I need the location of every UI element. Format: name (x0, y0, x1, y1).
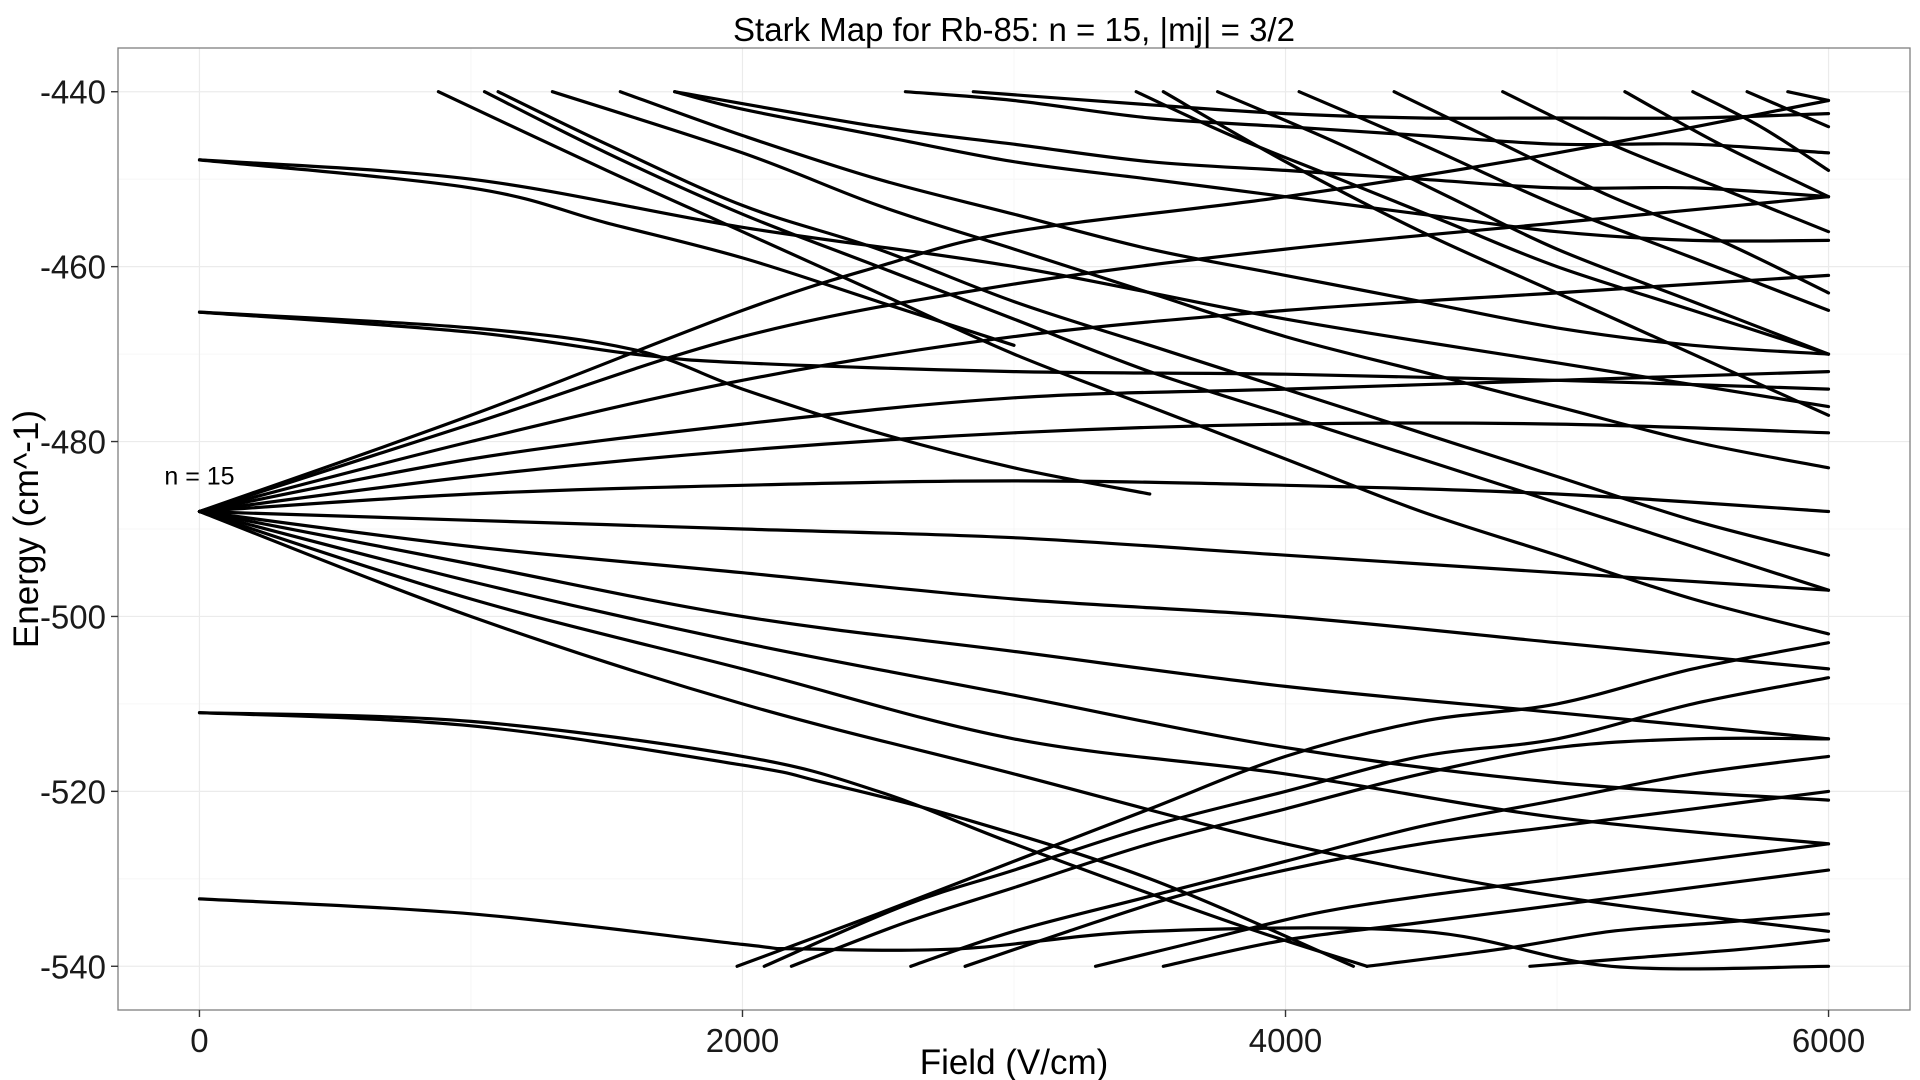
y-tick-label: -520 (40, 773, 106, 810)
annotation-layer: n = 15 (164, 463, 234, 491)
stark-level-line-25 (673, 90, 1831, 243)
stark-level-line-31 (1216, 90, 1831, 356)
n-label-annotation: n = 15 (164, 463, 234, 491)
x-axis: 0 2000 4000 6000 (190, 1010, 1865, 1059)
stark-level-line-21 (482, 90, 1831, 592)
stark-level-line-33 (1392, 90, 1831, 295)
stark-level-line-27 (903, 90, 1831, 155)
y-tick-label: -460 (40, 249, 106, 286)
stark-level-line-16 (197, 509, 1831, 741)
stark-level-line-19 (197, 509, 1831, 933)
stark-level-line-11 (197, 370, 1831, 514)
stark-level-line-35 (1623, 90, 1831, 199)
series-layer (197, 90, 1831, 971)
stark-level-line-23 (550, 90, 1831, 470)
stark-level-line-22 (496, 90, 1831, 557)
stark-level-line-2 (197, 158, 1016, 347)
y-tick-label: -440 (40, 74, 106, 111)
x-axis-title: Field (V/cm) (920, 1043, 1109, 1080)
stark-level-line-15 (197, 509, 1831, 671)
stark-level-line-37 (1745, 90, 1831, 129)
stark-level-line-44 (1093, 842, 1831, 968)
stark-level-line-36 (1691, 90, 1831, 172)
stark-level-line-20 (436, 90, 1831, 636)
stark-level-line-41 (789, 736, 1831, 968)
y-tick-label: -540 (40, 948, 106, 985)
x-tick-label: 6000 (1792, 1022, 1865, 1059)
stark-level-line-9 (197, 195, 1831, 514)
stark-level-line-43 (963, 789, 1831, 968)
y-tick-label: -500 (40, 598, 106, 635)
stark-level-line-47 (1528, 938, 1831, 968)
stark-level-line-45 (1161, 868, 1831, 968)
stark-level-line-18 (197, 509, 1831, 846)
chart-title: Stark Map for Rb-85: n = 15, |mj| = 3/2 (733, 11, 1295, 48)
stark-level-line-12 (197, 421, 1831, 514)
stark-level-line-17 (197, 509, 1831, 802)
x-tick-label: 4000 (1249, 1022, 1322, 1059)
stark-level-line-13 (197, 479, 1831, 514)
y-tick-label: -480 (40, 424, 106, 461)
stark-level-line-8 (197, 98, 1831, 514)
stark-level-line-38 (1786, 90, 1831, 103)
stark-level-line-1 (197, 158, 1831, 409)
stark-level-line-30 (1161, 90, 1831, 417)
stark-level-line-32 (1297, 90, 1831, 312)
x-tick-label: 2000 (706, 1022, 779, 1059)
y-axis-title: Energy (cm^-1) (7, 410, 46, 648)
stark-level-line-5 (197, 711, 1369, 968)
stark-level-line-6 (197, 711, 1355, 968)
stark-level-line-24 (618, 90, 1831, 356)
y-axis: -440 -460 -480 -500 -520 -540 (40, 74, 118, 985)
stark-level-line-46 (1365, 912, 1831, 968)
stark-level-line-29 (1134, 90, 1831, 356)
x-tick-label: 0 (190, 1022, 208, 1059)
stark-level-line-28 (971, 90, 1831, 120)
stark-level-line-40 (762, 676, 1831, 968)
plot-panel-border (117, 47, 1911, 1011)
stark-level-line-39 (735, 641, 1831, 968)
stark-level-line-26 (673, 90, 1831, 199)
stark-level-line-34 (1501, 90, 1831, 234)
stark-level-line-42 (909, 754, 1831, 968)
stark-level-line-14 (197, 509, 1831, 592)
